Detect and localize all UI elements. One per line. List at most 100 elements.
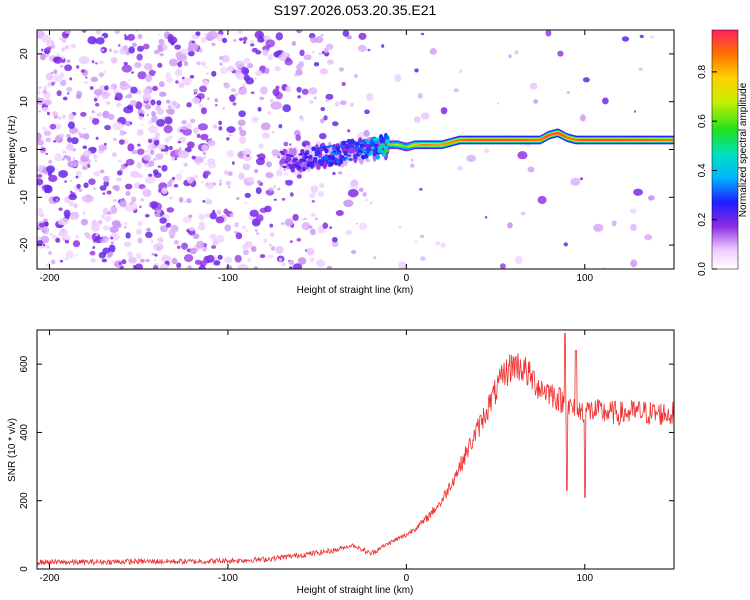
noise-blob	[199, 85, 208, 93]
noise-blob	[331, 121, 339, 127]
ridge-cell	[375, 137, 381, 141]
noise-blob	[137, 33, 143, 40]
noise-blob	[241, 67, 250, 76]
noise-blob	[71, 217, 75, 221]
noise-blob	[128, 78, 131, 82]
noise-blob	[508, 54, 512, 59]
noise-blob	[243, 249, 249, 256]
noise-blob	[145, 258, 150, 263]
noise-blob	[334, 101, 340, 107]
noise-blob	[142, 187, 148, 191]
noise-blob	[414, 240, 418, 244]
noise-blob	[94, 102, 100, 107]
noise-blob	[207, 31, 219, 40]
noise-blob	[40, 213, 45, 218]
noise-blob	[168, 145, 173, 151]
noise-blob	[41, 106, 49, 113]
noise-blob	[187, 182, 190, 185]
noise-blob	[644, 234, 653, 241]
noise-blob	[319, 68, 328, 75]
noise-blob	[225, 180, 232, 186]
noise-blob	[308, 87, 318, 95]
noise-blob	[56, 53, 60, 57]
noise-blob	[279, 167, 282, 171]
noise-blob	[117, 259, 121, 263]
noise-blob	[126, 93, 133, 99]
noise-blob	[127, 251, 134, 258]
noise-blob	[123, 61, 128, 66]
noise-blob	[283, 141, 289, 147]
noise-blob	[232, 102, 237, 106]
noise-blob	[203, 152, 207, 156]
noise-blob	[108, 48, 113, 53]
noise-blob	[68, 193, 78, 201]
noise-blob	[515, 255, 523, 264]
noise-blob	[193, 88, 198, 93]
noise-blob	[156, 209, 162, 214]
noise-blob	[226, 137, 230, 141]
noise-blob	[237, 30, 244, 35]
noise-blob	[191, 97, 201, 104]
noise-blob	[164, 137, 171, 143]
noise-blob	[64, 45, 69, 50]
noise-blob	[196, 133, 201, 139]
noise-blob	[137, 237, 143, 244]
noise-blob	[309, 257, 315, 263]
snr-series-line	[37, 332, 674, 566]
ridge-cell	[385, 139, 390, 144]
noise-blob	[95, 62, 98, 65]
noise-blob	[127, 143, 135, 152]
ridge-cell	[380, 144, 385, 147]
ridge-cell	[312, 157, 318, 160]
ridge-cell	[319, 145, 324, 149]
noise-blob	[198, 104, 203, 108]
noise-blob	[557, 50, 564, 57]
noise-blob	[92, 246, 96, 249]
noise-blob	[157, 34, 161, 37]
noise-blob	[42, 126, 47, 131]
noise-blob	[90, 257, 96, 264]
ridge-cell	[288, 154, 294, 158]
spectrogram-ylabel: Frequency (Hz)	[7, 116, 18, 185]
noise-blob	[62, 237, 66, 241]
noise-blob	[80, 69, 86, 73]
ridge-cell	[290, 166, 295, 170]
ridge-cell	[346, 154, 352, 157]
noise-blob	[357, 44, 367, 52]
noise-blob	[197, 224, 206, 231]
ridge-cell	[361, 148, 366, 151]
noise-blob	[496, 102, 500, 105]
noise-blob	[124, 34, 127, 37]
noise-blob	[347, 189, 359, 198]
noise-blob	[114, 184, 120, 192]
noise-blob	[55, 237, 60, 243]
noise-blob	[130, 202, 138, 211]
noise-blob	[169, 100, 179, 109]
noise-blob	[186, 122, 192, 130]
noise-blob	[186, 198, 192, 204]
noise-blob	[364, 198, 369, 202]
noise-blob	[161, 187, 168, 194]
noise-blob	[235, 232, 243, 240]
noise-blob	[130, 86, 138, 94]
noise-blob	[64, 64, 73, 72]
noise-blob	[136, 129, 144, 136]
noise-blob	[237, 119, 246, 126]
noise-blob	[545, 30, 552, 37]
noise-blob	[177, 61, 183, 68]
spectrogram-heatmap	[37, 30, 674, 269]
noise-blob	[142, 188, 152, 198]
noise-blob	[233, 39, 237, 42]
noise-blob	[168, 58, 179, 67]
noise-blob	[180, 170, 184, 173]
noise-blob	[264, 205, 272, 213]
x-tick-label: -200	[39, 573, 59, 584]
noise-blob	[149, 149, 155, 155]
noise-blob	[182, 216, 192, 224]
noise-blob	[156, 118, 166, 127]
noise-blob	[295, 134, 302, 142]
noise-blob	[123, 222, 128, 226]
noise-blob	[341, 82, 346, 87]
noise-blob	[183, 254, 194, 263]
noise-blob	[297, 95, 301, 99]
